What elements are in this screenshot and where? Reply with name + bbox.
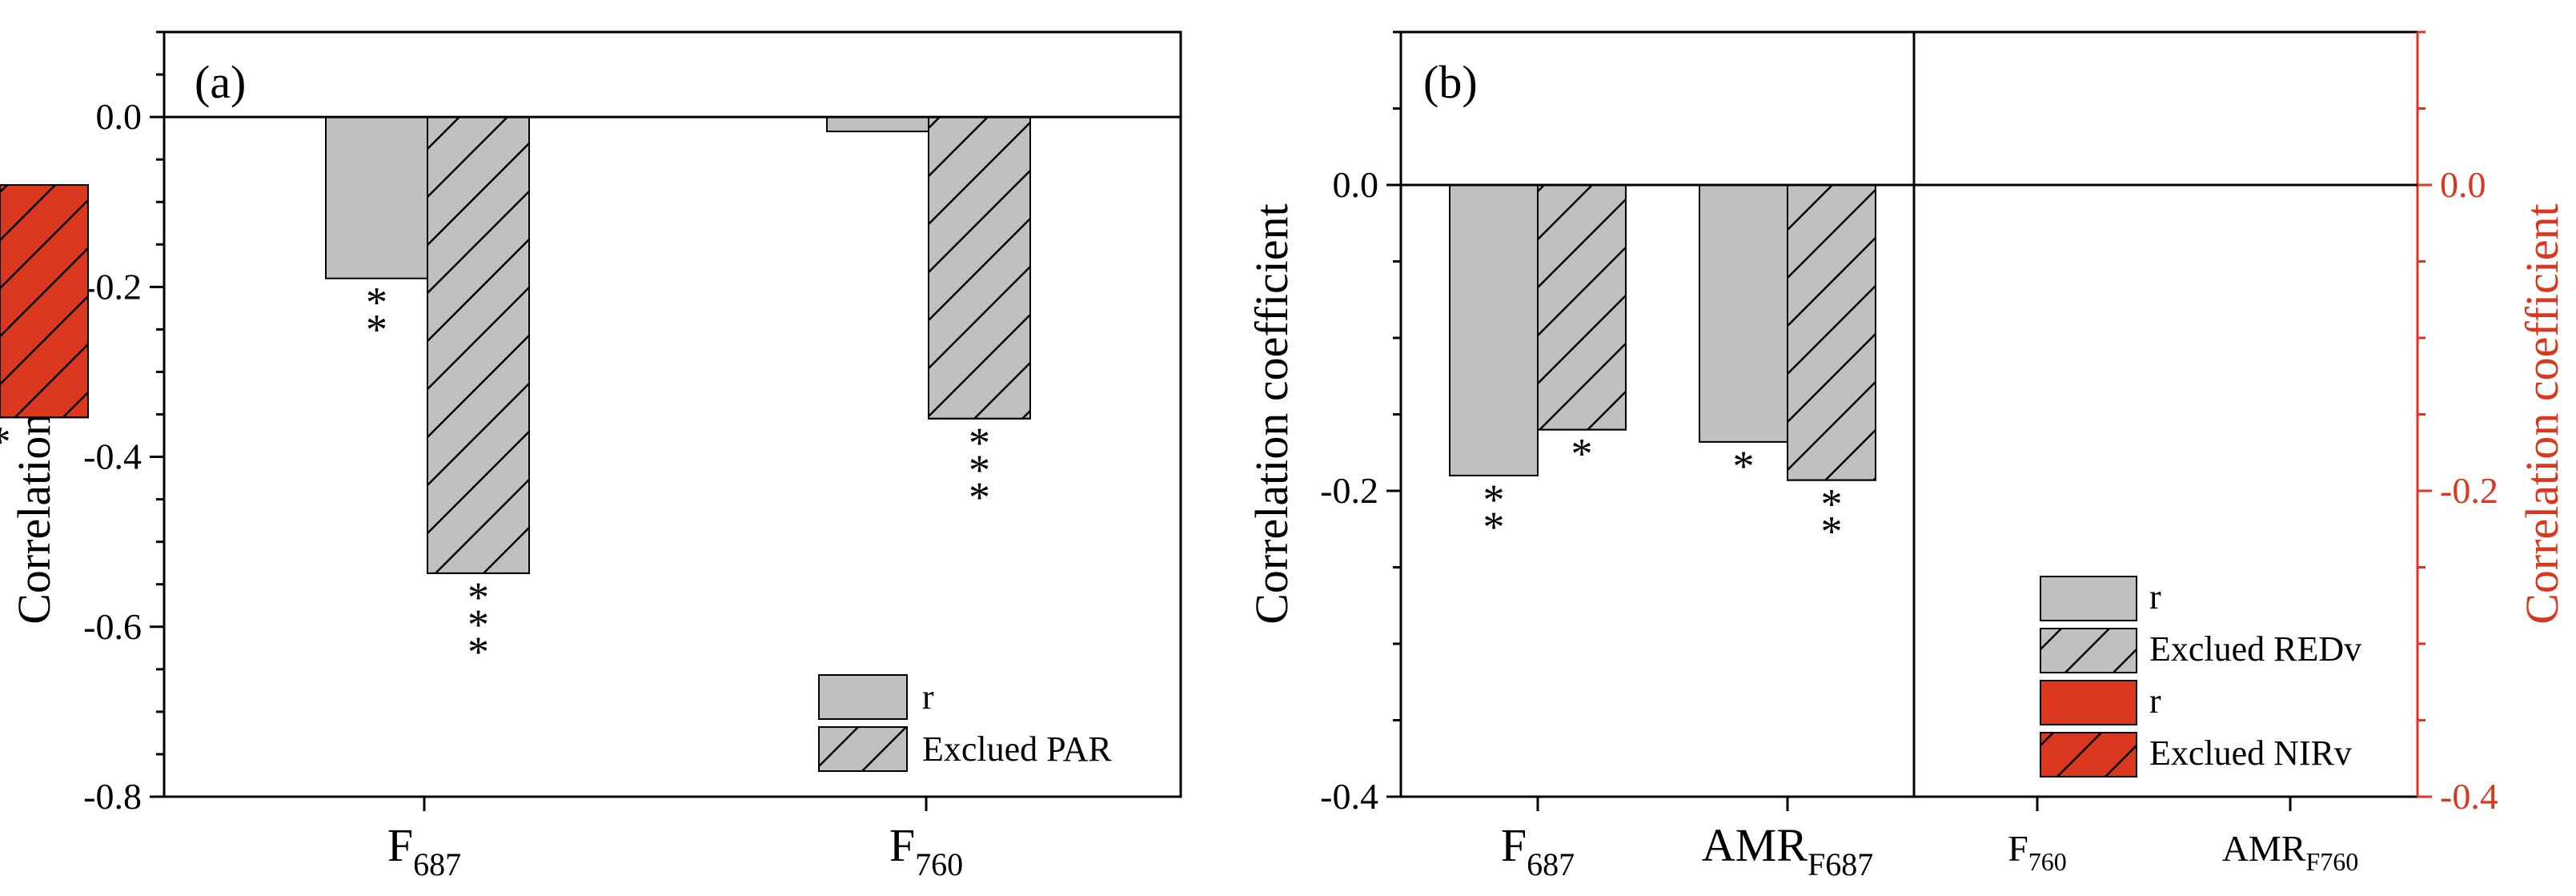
sig-star: * [1821,508,1843,556]
panel-a-label: (a) [195,56,246,108]
bar-a-s0-c1 [826,116,929,133]
bar-hatch-a-s1-c1 [928,116,1031,420]
panel-a-y-ticks: 0.0 -0.2 -0.4 -0.6 -0.8 [83,30,164,817]
category-label: F687 [1501,819,1575,882]
category-label: AMRF760 [2222,828,2359,876]
legend-label-excl-redv: Exclued REDv [2149,629,2361,669]
legend-swatch-r [818,674,908,720]
sig-star: * [969,446,990,494]
right-y-tick-label: 0.0 [2440,164,2486,205]
sig-star: * [467,601,489,649]
legend-swatch-r-gray [2040,576,2137,621]
y-tick-label: -0.2 [83,266,142,307]
y-tick-label: -0.6 [83,606,142,647]
panel-b-y-ticks: 0.0 -0.2 -0.4 [1320,30,1401,817]
bar-hatch-b-s3-c3 [0,184,89,419]
panel-b-legend: r Exclued REDv r Exclued NIRv [2040,576,2361,777]
right-y-tick-label: -0.4 [2440,776,2498,817]
bar-hatch-b-s1-c1 [1787,184,1876,481]
y-tick-label: 0.0 [1333,164,1379,205]
panel-b-right-y-ticks: 0.0 -0.2 -0.4 [2418,30,2498,817]
y-tick-label: 0.0 [96,96,142,137]
sig-star: * [1821,480,1843,528]
category-label: AMRF687 [1702,819,1873,882]
sig-star: * [467,628,489,676]
legend-label-r-gray: r [2149,577,2161,617]
legend-label-excl-par: Exclued PAR [922,729,1112,769]
y-tick-label: -0.2 [1320,470,1378,511]
bar-b-s0-c0 [1449,184,1539,476]
panel-a-chart: 0.0-0.2-0.4-0.6-0.8 ******** F687 F760 (a… [8,30,1182,882]
panel-b-chart: 0.0-0.2-0.4 0.0-0.2-0.4 ******* F687AMRF… [0,30,2568,882]
panel-b-significance: ******* [0,417,1843,555]
sig-star: * [467,573,489,621]
legend-swatch-excl-redv-hatch [2040,628,2137,673]
sig-star: * [969,473,990,521]
legend-label-r-red: r [2149,681,2161,721]
panel-b-bars [0,184,1876,481]
sig-star: * [366,279,387,327]
right-y-tick-label: -0.2 [2440,470,2498,511]
bar-hatch-a-s1-c0 [427,116,530,574]
panel-a-bars [325,116,1031,574]
category-label: F687 [387,819,461,882]
sig-star: * [969,419,990,467]
panel-a-legend: r Exclued PAR [818,674,1112,772]
sig-star: * [1483,476,1505,524]
category-label: F760 [2008,828,2067,876]
sig-star: * [1483,503,1505,551]
y-tick-label: -0.4 [83,436,142,477]
panel-b-x-ticks [1536,797,2292,811]
panel-a-significance: ******** [366,279,990,676]
legend-label-r: r [922,677,934,717]
legend-swatch-excl-par-hatch [818,726,908,772]
legend-label-excl-nirv: Exclued NIRv [2149,733,2352,773]
sig-star: * [1571,430,1593,478]
sig-star: * [1733,442,1755,490]
panel-a-x-ticks [423,797,928,811]
y-tick-label: -0.8 [83,776,142,817]
panel-a-categories: F687 F760 [387,819,963,882]
legend-swatch-r-red [2040,680,2137,725]
panel-b-label: (b) [1423,56,1478,108]
panel-b-categories: F687 AMRF687 F760 AMRF760 [1501,819,2358,882]
sig-star: * [0,417,11,465]
panel-b-ylabel: Correlation coefficient [1246,203,1298,625]
bar-a-s0-c0 [325,116,428,279]
sig-star: * [366,306,387,354]
legend-swatch-excl-nirv-hatch [2040,732,2137,777]
y-tick-label: -0.4 [1320,776,1378,817]
panel-b-ylabel-right: Correlation coefficient [2516,203,2568,625]
bar-b-s0-c1 [1699,184,1788,443]
bar-hatch-b-s1-c0 [1537,184,1627,431]
category-label: F760 [889,819,963,882]
